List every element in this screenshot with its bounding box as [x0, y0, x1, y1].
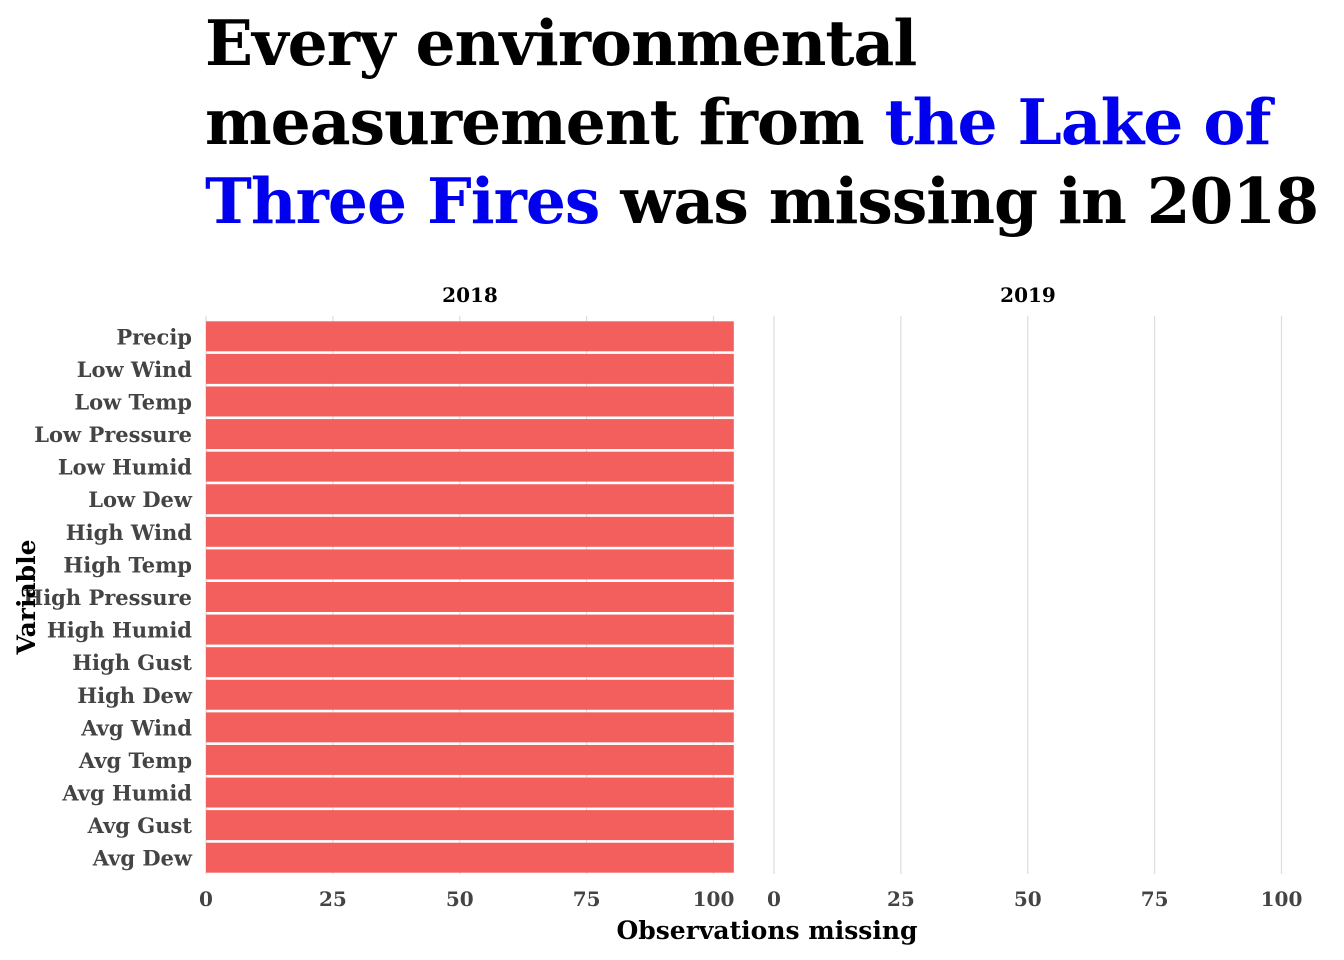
y-tick-label-low-temp: Low Temp — [74, 389, 192, 414]
y-tick-label-low-pressure: Low Pressure — [34, 422, 192, 447]
bar-2018-avg-wind — [206, 712, 734, 743]
x-tick-label-2018-50: 50 — [446, 887, 474, 911]
facet-label-2019: 2019 — [1000, 283, 1056, 307]
y-tick-label-high-temp: High Temp — [63, 552, 192, 577]
x-tick-labels: 0 25 50 75 100 0 25 50 75 100 — [199, 887, 1302, 911]
title-highlight: the Lake of Three Fires — [205, 85, 1271, 238]
bar-2018-high-gust — [206, 647, 734, 678]
bar-2018-avg-gust — [206, 810, 734, 841]
y-tick-label-avg-humid: Avg Humid — [61, 781, 192, 806]
bar-2018-low-pressure — [206, 419, 734, 450]
bar-2018-high-dew — [206, 679, 734, 710]
y-axis-title: Variable — [12, 539, 41, 655]
x-tick-label-2019-75: 75 — [1141, 887, 1169, 911]
bar-2018-high-temp — [206, 549, 734, 580]
y-tick-label-low-dew: Low Dew — [88, 487, 193, 512]
x-tick-label-2018-0: 0 — [199, 887, 213, 911]
bar-2018-low-temp — [206, 386, 734, 417]
y-tick-label-avg-temp: Avg Temp — [78, 748, 192, 773]
bar-2018-low-humid — [206, 451, 734, 482]
x-axis-title: Observations missing — [616, 916, 917, 945]
bar-2018-precip — [206, 321, 734, 352]
title-part-1: Every environmental measurement from — [205, 6, 917, 159]
bar-2018-low-dew — [206, 484, 734, 515]
y-tick-label-low-wind: Low Wind — [77, 357, 193, 382]
x-tick-label-2019-25: 25 — [887, 887, 915, 911]
y-tick-label-high-gust: High Gust — [72, 650, 192, 675]
facet-label-2018: 2018 — [442, 283, 498, 307]
y-tick-label-avg-dew: Avg Dew — [92, 846, 193, 871]
x-tick-label-2019-100: 100 — [1261, 887, 1303, 911]
bar-2018-avg-dew — [206, 842, 734, 873]
y-tick-label-precip: Precip — [116, 324, 192, 349]
y-tick-label-avg-gust: Avg Gust — [87, 813, 193, 838]
y-tick-label-high-dew: High Dew — [77, 683, 193, 708]
bar-2018-low-wind — [206, 353, 734, 384]
y-tick-labels: Precip Low Wind Low Temp Low Pressure Low Hu… — [23, 324, 193, 870]
bar-2018-high-pressure — [206, 582, 734, 612]
bar-2018-high-wind — [206, 516, 734, 547]
x-tick-label-2019-50: 50 — [1014, 887, 1042, 911]
bar-2018-avg-temp — [206, 744, 734, 775]
y-tick-label-high-humid: High Humid — [47, 618, 192, 643]
bars-layer — [206, 321, 734, 873]
x-tick-label-2018-100: 100 — [693, 887, 735, 911]
y-tick-label-low-humid: Low Humid — [58, 455, 192, 480]
y-tick-label-high-wind: High Wind — [66, 520, 193, 545]
y-tick-label-high-pressure: High Pressure — [23, 585, 192, 610]
x-tick-label-2018-25: 25 — [319, 887, 347, 911]
x-tick-label-2018-75: 75 — [573, 887, 601, 911]
x-tick-label-2019-0: 0 — [767, 887, 781, 911]
bar-2018-avg-humid — [206, 777, 734, 808]
chart-title: Every environmental measurement from the… — [205, 4, 1335, 241]
facet-strips: 2018 2019 — [442, 283, 1056, 307]
title-part-2: was missing in 2018 — [599, 164, 1319, 238]
y-tick-label-avg-wind: Avg Wind — [80, 715, 192, 740]
bar-2018-high-humid — [206, 614, 734, 645]
